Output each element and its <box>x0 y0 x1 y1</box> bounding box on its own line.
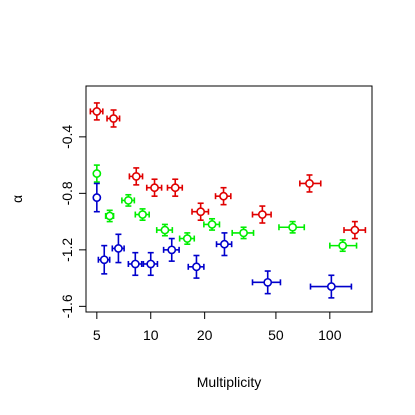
x-tick-label: 10 <box>143 327 159 343</box>
data-point <box>215 232 233 257</box>
point-marker <box>263 277 273 287</box>
data-point <box>299 174 322 193</box>
data-point <box>178 232 196 245</box>
x-axis: 5 10 20 50 100 <box>93 312 342 343</box>
data-point <box>251 270 282 295</box>
data-point <box>145 178 163 197</box>
point-marker <box>196 207 206 217</box>
x-tick-label: 20 <box>197 327 213 343</box>
point-marker <box>350 225 360 235</box>
data-point <box>121 193 136 207</box>
data-point <box>191 202 210 221</box>
data-point <box>92 182 102 213</box>
point-marker <box>207 220 217 229</box>
point-marker <box>123 196 133 205</box>
point-marker <box>305 179 314 188</box>
y-axis: -1.6 -1.2 -0.8 -0.4 <box>59 125 86 318</box>
point-marker <box>99 255 109 265</box>
data-point <box>343 220 367 240</box>
data-point <box>162 237 180 262</box>
data-point <box>142 251 159 277</box>
series-3 <box>92 182 353 299</box>
data-point <box>251 205 272 224</box>
data-point <box>309 274 353 299</box>
data-point <box>155 223 174 237</box>
y-tick-label: -0.8 <box>59 181 75 205</box>
point-marker <box>257 210 267 219</box>
point-marker <box>239 228 248 238</box>
x-tick-label: 5 <box>93 327 101 343</box>
point-marker <box>146 259 156 269</box>
point-marker <box>220 239 229 249</box>
point-marker <box>219 191 228 201</box>
point-marker <box>138 210 147 219</box>
point-marker <box>92 193 102 202</box>
point-marker <box>160 225 170 235</box>
plot-frame <box>85 85 373 313</box>
point-marker <box>131 171 141 181</box>
data-point <box>214 186 232 206</box>
y-tick-label: -0.4 <box>59 125 75 149</box>
data-point <box>127 251 143 277</box>
data-point <box>187 254 205 279</box>
point-marker <box>109 114 118 123</box>
point-marker <box>326 282 336 291</box>
data-point <box>231 226 255 240</box>
data-point <box>106 109 121 128</box>
data-point <box>92 164 102 183</box>
point-marker <box>92 169 102 178</box>
point-marker <box>167 245 177 255</box>
data-point <box>111 233 125 264</box>
point-marker <box>338 241 348 251</box>
data-point <box>166 178 184 197</box>
data-point <box>104 209 115 223</box>
x-axis-title: Multiplicity <box>197 374 262 390</box>
data-point <box>134 208 150 221</box>
data-point <box>97 244 111 275</box>
x-tick-label: 50 <box>268 327 284 343</box>
x-tick-label: 100 <box>318 327 342 343</box>
data-point <box>278 220 306 234</box>
point-marker <box>114 244 123 253</box>
point-marker <box>130 259 140 269</box>
point-marker <box>182 234 192 243</box>
point-marker <box>288 222 298 232</box>
y-axis-title: α <box>9 195 25 203</box>
y-tick-label: -1.6 <box>59 294 75 318</box>
y-tick-label: -1.2 <box>59 238 75 262</box>
point-marker <box>92 107 102 116</box>
data-point <box>203 217 221 231</box>
data-point <box>329 239 358 253</box>
point-marker <box>192 262 201 272</box>
data-point <box>128 167 144 186</box>
data-point <box>89 102 104 121</box>
series-1 <box>89 102 367 240</box>
series-2 <box>92 164 358 253</box>
point-marker <box>150 183 159 193</box>
data-series <box>89 102 367 299</box>
point-marker <box>105 211 115 221</box>
point-marker <box>170 183 180 193</box>
